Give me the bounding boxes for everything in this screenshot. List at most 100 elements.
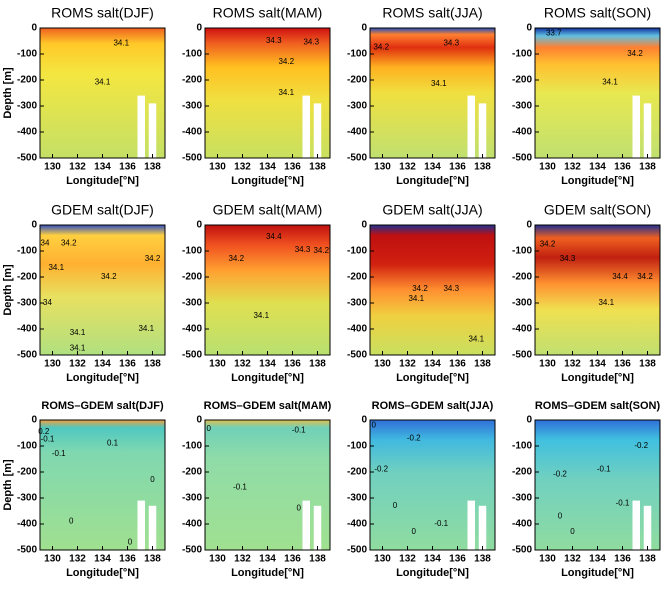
y-tick-label: 0 [526, 220, 532, 231]
heatmap-field [205, 28, 330, 158]
y-tick-label: -200 [347, 467, 367, 478]
x-tick-label: 130 [44, 359, 61, 370]
contour-label: 34.2 [540, 240, 556, 249]
topography-mask [467, 95, 475, 158]
contour-label: 0.2 [38, 427, 50, 436]
y-tick-label: -100 [17, 246, 37, 257]
x-tick-label: 136 [614, 359, 631, 370]
topography-mask [302, 95, 310, 158]
contour-label: 0 [412, 527, 417, 536]
contour-label: -0.2 [374, 465, 388, 474]
y-axis-label: Depth [m] [2, 459, 14, 511]
x-tick-label: 134 [424, 359, 441, 370]
x-tick-label: 138 [144, 554, 161, 565]
x-tick-label: 136 [614, 162, 631, 173]
x-tick-label: 134 [259, 359, 276, 370]
contour-label: 34 [41, 238, 50, 247]
y-tick-label: -100 [512, 441, 532, 452]
x-tick-label: 130 [539, 554, 556, 565]
contour-label: 34.4 [612, 272, 628, 281]
contour-label: 34.2 [101, 272, 117, 281]
x-tick-label: 130 [209, 359, 226, 370]
contour-label: 0 [558, 511, 563, 520]
y-tick-label: -500 [512, 350, 532, 361]
topography-mask [137, 500, 145, 550]
panel-title: ROMS salt(MAM) [213, 5, 323, 21]
contour-label: 34.3 [266, 36, 282, 45]
y-tick-label: -500 [512, 153, 532, 164]
y-tick-label: 0 [196, 220, 202, 231]
contour-label: -0.1 [41, 435, 55, 444]
y-tick-label: -400 [512, 324, 532, 335]
y-tick-label: -300 [512, 298, 532, 309]
x-tick-label: 136 [119, 554, 136, 565]
x-axis-label: Longitude[°N] [561, 175, 634, 187]
x-tick-label: 132 [564, 359, 581, 370]
y-tick-label: -100 [347, 49, 367, 60]
topography-mask [313, 505, 322, 550]
x-tick-label: 130 [209, 554, 226, 565]
y-tick-label: -400 [182, 324, 202, 335]
contour-label: 34.1 [468, 335, 484, 344]
y-tick-label: -100 [512, 49, 532, 60]
contour-label: 0 [207, 424, 212, 433]
y-tick-label: -200 [17, 467, 37, 478]
topography-mask [313, 103, 322, 158]
x-tick-label: 130 [209, 162, 226, 173]
y-tick-label: -100 [182, 49, 202, 60]
heatmap-field [205, 225, 330, 355]
contour-label: 34.1 [48, 263, 64, 272]
contour-label: 0 [570, 527, 575, 536]
topography-mask [148, 103, 157, 158]
x-tick-label: 132 [564, 162, 581, 173]
x-tick-label: 134 [589, 359, 606, 370]
y-tick-label: 0 [31, 23, 37, 34]
topography-mask [137, 95, 145, 158]
x-tick-label: 132 [564, 554, 581, 565]
x-tick-label: 138 [309, 554, 326, 565]
topography-mask [148, 505, 157, 550]
y-tick-label: -300 [182, 493, 202, 504]
x-tick-label: 130 [539, 359, 556, 370]
contour-label: 34.1 [598, 298, 614, 307]
y-tick-label: -200 [512, 272, 532, 283]
x-tick-label: 136 [614, 554, 631, 565]
x-tick-label: 132 [399, 359, 416, 370]
contour-label: -0.2 [553, 470, 567, 479]
contour-label: 34.1 [138, 324, 154, 333]
panel-title: GDEM salt(SON) [544, 202, 651, 218]
x-tick-label: 138 [474, 359, 491, 370]
contour-label: 34.1 [70, 344, 86, 353]
y-tick-label: -300 [17, 101, 37, 112]
contour-label: 34.1 [253, 311, 269, 320]
x-axis-label: Longitude[°N] [396, 567, 469, 579]
y-tick-label: -200 [182, 75, 202, 86]
x-tick-label: 136 [449, 554, 466, 565]
x-tick-label: 136 [284, 359, 301, 370]
contour-label: 34.2 [637, 272, 653, 281]
panel-title: GDEM salt(DJF) [51, 202, 154, 218]
x-tick-label: 138 [639, 554, 656, 565]
y-tick-label: -500 [512, 545, 532, 556]
panel-title: ROMS–GDEM salt(DJF) [41, 400, 164, 412]
x-tick-label: 130 [374, 359, 391, 370]
x-tick-label: 132 [234, 162, 251, 173]
contour-label: 0 [372, 420, 377, 429]
y-axis-label: Depth [m] [2, 264, 14, 316]
y-tick-label: -300 [347, 493, 367, 504]
x-tick-label: 138 [474, 162, 491, 173]
y-tick-label: -100 [17, 49, 37, 60]
contour-label: 34.1 [431, 79, 447, 88]
y-tick-label: -100 [17, 441, 37, 452]
x-tick-label: 134 [589, 554, 606, 565]
contour-label: 34.2 [313, 246, 329, 255]
x-tick-label: 130 [44, 162, 61, 173]
x-axis-label: Longitude[°N] [396, 175, 469, 187]
panel-title: ROMS–GDEM salt(JJA) [372, 400, 494, 412]
y-tick-label: 0 [361, 415, 367, 426]
y-tick-label: -200 [182, 467, 202, 478]
y-tick-label: -300 [182, 101, 202, 112]
y-tick-label: -400 [182, 519, 202, 530]
y-tick-label: -200 [182, 272, 202, 283]
